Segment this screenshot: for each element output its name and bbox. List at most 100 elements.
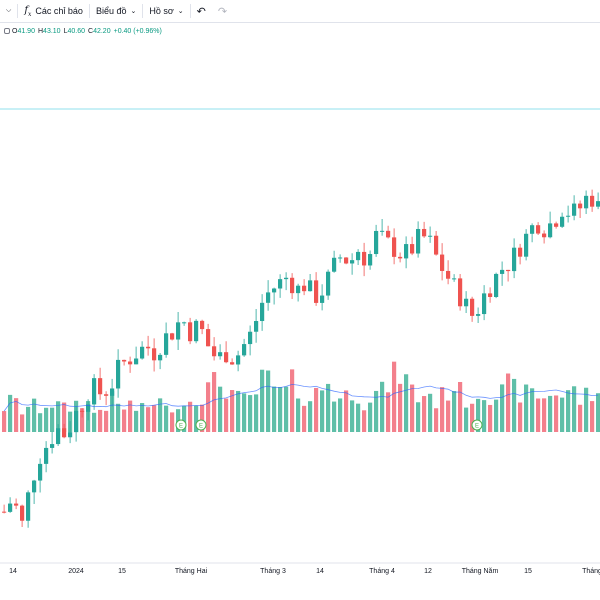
candle-body xyxy=(266,292,271,303)
candle-body xyxy=(92,378,97,405)
volume-bar xyxy=(248,395,253,432)
volume-bar xyxy=(158,398,163,432)
volume-bar xyxy=(32,398,37,432)
time-axis-tick-label: 14 xyxy=(9,568,17,575)
redo-button[interactable]: ↷ xyxy=(212,0,233,22)
candle-body xyxy=(38,463,43,481)
candle-body xyxy=(116,359,121,389)
volume-bar xyxy=(488,404,493,432)
earnings-badge[interactable] xyxy=(195,419,207,431)
candle-body xyxy=(530,225,535,234)
candle-body xyxy=(326,271,331,296)
candle-body xyxy=(452,278,457,280)
volume-bar xyxy=(368,402,373,432)
volume-bar xyxy=(440,387,445,432)
candle-body xyxy=(170,333,175,340)
candle-body xyxy=(290,277,295,294)
undo-button[interactable]: ↶ xyxy=(191,0,212,22)
volume-bar xyxy=(344,390,349,432)
candle-body xyxy=(158,354,163,361)
low-label: L xyxy=(63,28,68,35)
candle-body xyxy=(44,447,49,464)
time-axis-tick-label: 15 xyxy=(524,568,532,575)
visibility-dot-icon[interactable] xyxy=(4,28,10,35)
volume-bar xyxy=(212,372,217,432)
volume-bar xyxy=(50,407,55,432)
candle-body xyxy=(284,277,289,280)
volume-bar xyxy=(206,382,211,432)
chevron-down-icon: ⌄ xyxy=(130,8,137,15)
volume-bar xyxy=(164,405,169,432)
candle-body xyxy=(374,230,379,255)
candle-body xyxy=(20,505,25,521)
volume-bar xyxy=(560,397,565,432)
earnings-badge[interactable] xyxy=(471,419,483,431)
volume-bar xyxy=(398,383,403,432)
candle-body xyxy=(152,348,157,361)
volume-bar xyxy=(410,384,415,432)
candle-body xyxy=(188,322,193,342)
price-chart[interactable]: E E E 14 2024 15 Tháng Hai Tháng 3 14 Tháng 4 12 T… xyxy=(0,22,600,578)
indicators-label: Các chỉ báo xyxy=(35,6,83,16)
volume-bar xyxy=(518,402,523,432)
volume-bar xyxy=(170,412,175,432)
volume-bar xyxy=(380,381,385,432)
candle-body xyxy=(380,230,385,232)
volume-bar xyxy=(218,386,223,432)
volume-bar xyxy=(278,386,283,432)
candle-body xyxy=(236,355,241,365)
candle-body xyxy=(176,322,181,340)
candle-body xyxy=(482,293,487,315)
earnings-badge[interactable] xyxy=(175,419,187,431)
candle-body xyxy=(524,233,529,257)
volume-bar xyxy=(308,401,313,432)
time-axis-tick-label: Tháng xyxy=(582,568,600,575)
volume-bar xyxy=(236,390,241,432)
time-axis-tick-label: Tháng 4 xyxy=(369,568,395,575)
high-label: H xyxy=(37,28,44,35)
low-value: 40.60 xyxy=(67,28,86,35)
redo-icon: ↷ xyxy=(217,5,228,18)
volume-bar xyxy=(260,369,265,432)
volume-bar xyxy=(548,395,553,432)
candle-body xyxy=(194,320,199,342)
indicators-button[interactable]: fx Các chỉ báo xyxy=(18,0,89,22)
volume-bar xyxy=(134,410,139,432)
candle-body xyxy=(590,195,595,207)
volume-bar xyxy=(542,398,547,432)
candle-body xyxy=(86,404,91,412)
candle-body xyxy=(350,260,355,264)
candle-body xyxy=(50,444,55,448)
candle-body xyxy=(560,216,565,227)
time-axis[interactable]: 14 2024 15 Tháng Hai Tháng 3 14 Tháng 4 12 Tháng… xyxy=(0,562,600,575)
candle-body xyxy=(536,225,541,234)
toolbar-divider xyxy=(189,4,191,18)
volume-bar xyxy=(80,408,85,432)
candle-body xyxy=(32,480,37,493)
volume-bar xyxy=(20,414,25,432)
candle-body xyxy=(416,228,421,254)
volume-bar xyxy=(554,395,559,432)
candle-body xyxy=(134,358,139,365)
volume-bar xyxy=(140,403,145,432)
volume-bar xyxy=(194,405,199,432)
collapse-chevron-button[interactable]: ⌵ xyxy=(0,0,17,22)
candle-body xyxy=(338,257,343,259)
candle-body xyxy=(104,394,109,396)
volume-bar xyxy=(458,382,463,432)
candle-body xyxy=(518,247,523,257)
volume-bar xyxy=(230,390,235,432)
candle-body xyxy=(476,314,481,316)
candle-body xyxy=(500,269,505,274)
candle-body xyxy=(572,203,577,216)
volume-bar xyxy=(530,388,535,432)
open-label: O xyxy=(12,28,18,35)
volume-bar xyxy=(386,392,391,432)
profile-menu-button[interactable]: Hồ sơ ⌄ xyxy=(143,0,189,22)
volume-bar xyxy=(284,386,289,432)
volume-bar xyxy=(338,398,343,432)
change-value: +0.40 (+0.96%) xyxy=(113,28,162,35)
chart-menu-button[interactable]: Biểu đồ ⌄ xyxy=(90,0,142,22)
volume-bar xyxy=(92,412,97,432)
volume-bar xyxy=(590,401,595,432)
